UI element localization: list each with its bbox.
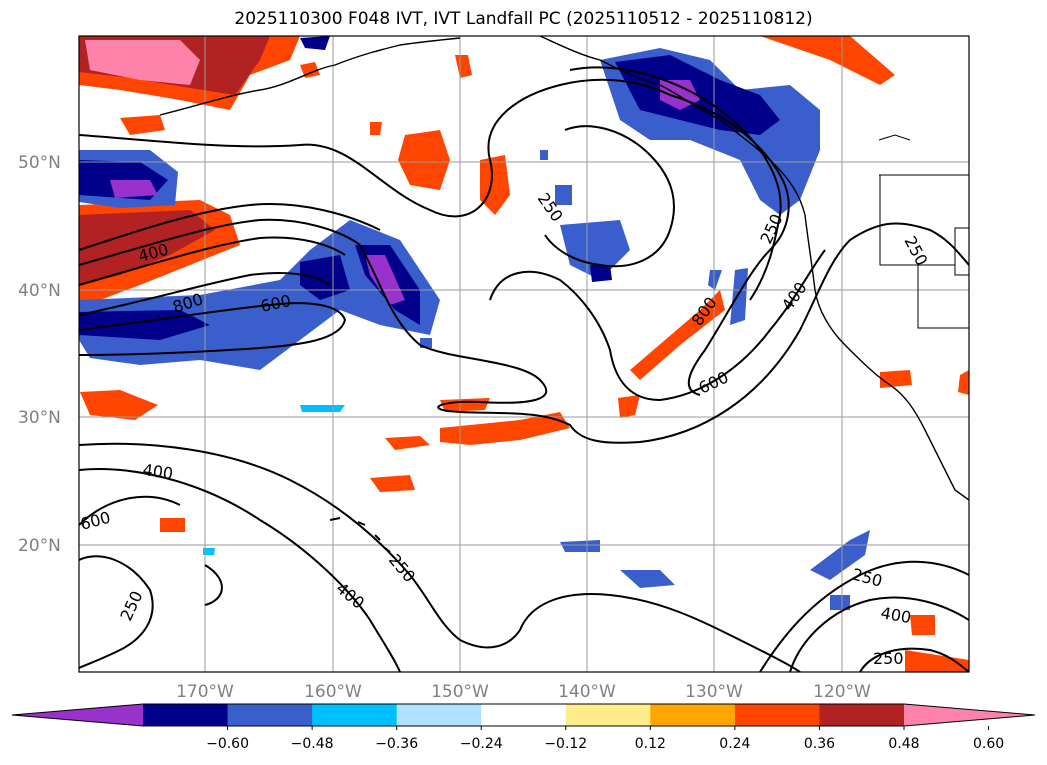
colorbar-tick-label: 0.48: [888, 736, 919, 752]
colorbar-tick-label: −0.36: [375, 736, 418, 752]
lat-label: 40°N: [18, 281, 61, 301]
latitude-labels: 50°N 40°N 30°N 20°N: [18, 153, 61, 556]
colorbar-extend-min: [12, 704, 143, 726]
contour-labels: 400 800 600 250 250 800 400 600 250 400 …: [78, 189, 931, 668]
colorbar-segment: [650, 704, 736, 726]
ivt-shading: [79, 36, 969, 672]
colorbar-segment: [396, 704, 482, 726]
lon-label: 140°W: [558, 682, 616, 702]
colorbar-tick-label: −0.12: [544, 736, 587, 752]
colorbar-extend-max: [904, 704, 1035, 726]
colorbar-segment: [481, 704, 567, 726]
colorbar-tick-label: −0.24: [460, 736, 503, 752]
colorbar-segment: [312, 704, 398, 726]
colorbar-tick-label: 0.12: [635, 736, 666, 752]
contour-label: 400: [141, 460, 174, 483]
lon-label: 130°W: [685, 682, 743, 702]
lon-label: 170°W: [176, 682, 234, 702]
positive-pc-patches: [79, 36, 969, 672]
lat-label: 50°N: [18, 153, 61, 173]
colorbar-segment: [143, 704, 229, 726]
colorbar-segment: [565, 704, 651, 726]
lat-label: 30°N: [18, 408, 61, 428]
colorbar: −0.60 −0.48 −0.36 −0.24 −0.12 0.12 0.24 0.36 0.4…: [11, 703, 1036, 752]
longitude-labels: 170°W 160°W 150°W 140°W 130°W 120°W: [176, 682, 871, 702]
lon-label: 120°W: [813, 682, 871, 702]
colorbar-tick-label: 0.60: [973, 736, 1004, 752]
ivt-contours: [79, 66, 969, 672]
colorbar-tick-label: 0.24: [719, 736, 750, 752]
colorbar-tick-label: −0.48: [291, 736, 334, 752]
colorbar-tick-label: −0.60: [206, 736, 249, 752]
lon-label: 150°W: [431, 682, 489, 702]
colorbar-segment: [819, 704, 905, 726]
contour-label: 250: [873, 649, 904, 668]
map-title: 2025110300 F048 IVT, IVT Landfall PC (20…: [234, 9, 813, 29]
colorbar-outline: [11, 703, 1036, 727]
coastlines: [159, 36, 969, 553]
colorbar-tick-label: 0.36: [804, 736, 835, 752]
colorbar-segment: [734, 704, 820, 726]
plot-frame: [78, 35, 970, 673]
lon-label: 160°W: [304, 682, 362, 702]
graticule: [79, 36, 969, 672]
colorbar-segment: [227, 704, 313, 726]
lat-label: 20°N: [18, 536, 61, 556]
